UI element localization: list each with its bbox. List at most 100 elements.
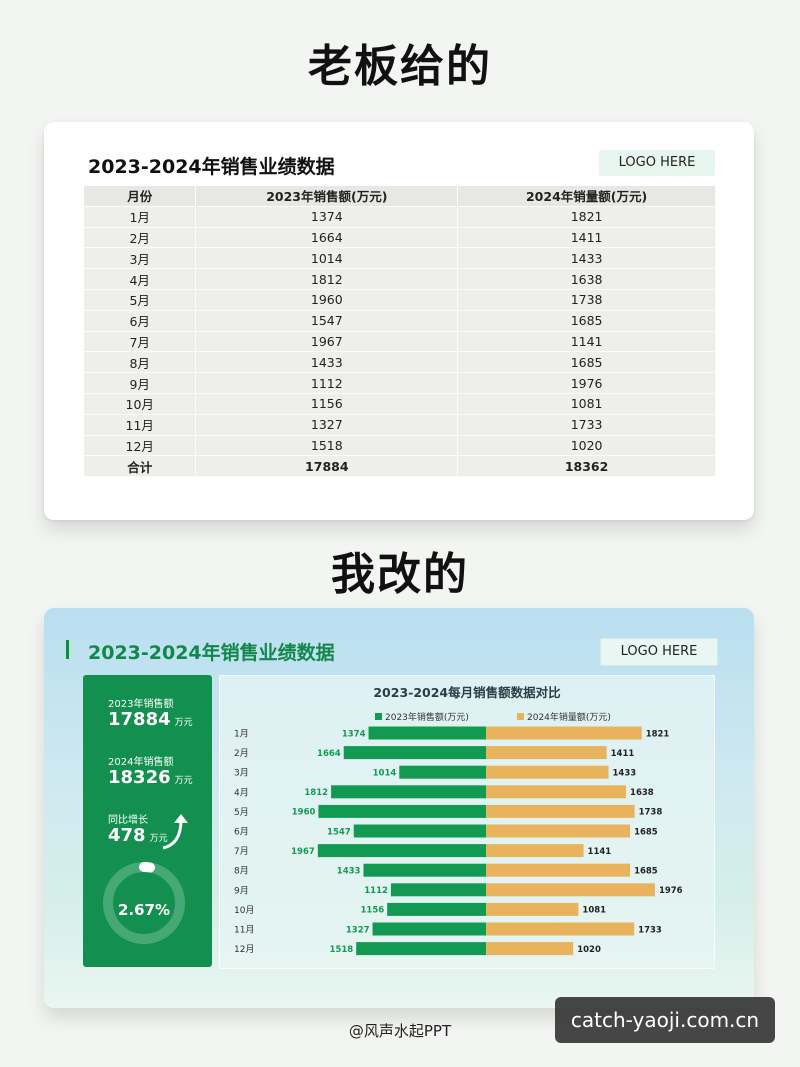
- legend-label-2023: 2023年销售额(万元): [385, 713, 469, 723]
- category-label: 6月: [234, 827, 249, 838]
- sales-2024-cell: 1411: [457, 227, 716, 249]
- bar-2023: [331, 785, 486, 799]
- table-header-row: 月份 2023年销售额(万元) 2024年销量额(万元): [84, 186, 716, 207]
- sales-2023-cell: 1812: [195, 268, 459, 290]
- data-label-2023: 1547: [327, 827, 351, 837]
- month-cell: 8月: [84, 351, 197, 374]
- data-label-2023: 1374: [342, 729, 366, 739]
- table-row: 2月 1664 1411: [84, 227, 716, 249]
- month-cell: 5月: [84, 289, 197, 311]
- data-label-2024: 1821: [646, 729, 670, 739]
- data-label-2024: 1020: [577, 945, 601, 955]
- bar-2023: [356, 942, 486, 956]
- sales-2024-total: 18326 万元: [108, 767, 193, 788]
- original-table-card: 2023-2024年销售业绩数据 LOGO HERE 月份 2023年销售额(万…: [44, 122, 754, 520]
- sales-2024-cell: 1685: [457, 310, 716, 332]
- data-label-2024: 1976: [659, 886, 683, 896]
- legend-swatch-2023: [375, 713, 382, 720]
- month-cell: 11月: [84, 414, 197, 436]
- data-label-2023: 1967: [291, 847, 315, 857]
- month-cell: 4月: [84, 268, 197, 290]
- data-label-2024: 1433: [613, 769, 637, 779]
- category-label: 5月: [234, 807, 249, 818]
- sales-2023-cell: 1327: [195, 414, 459, 436]
- dashboard-title: 2023-2024年销售业绩数据: [88, 642, 335, 664]
- month-cell: 9月: [84, 372, 197, 394]
- sales-2023-cell: 1014: [195, 247, 459, 270]
- data-label-2024: 1141: [588, 847, 612, 857]
- sales-2024-cell: 1081: [457, 393, 716, 415]
- sales-2024-unit: 万元: [174, 776, 193, 786]
- sales-2023-cell: 1664: [195, 227, 459, 249]
- growth-donut: [103, 862, 185, 944]
- table-row: 10月 1156 1081: [84, 393, 716, 415]
- sales-2023-cell: 1156: [195, 393, 459, 415]
- data-label-2023: 1812: [304, 788, 328, 798]
- site-watermark: catch-yaoji.com.cn: [555, 997, 775, 1043]
- logo-placeholder: LOGO HERE: [599, 150, 715, 176]
- bar-2023: [368, 726, 486, 740]
- data-label-2023: 1664: [317, 749, 341, 759]
- category-label: 9月: [234, 885, 249, 896]
- month-cell: 6月: [84, 310, 197, 332]
- data-label-2024: 1738: [639, 808, 663, 818]
- legend-label-2024: 2024年销量额(万元): [527, 713, 611, 723]
- bar-2023: [390, 883, 486, 897]
- bar-2023: [387, 902, 486, 916]
- category-label: 10月: [234, 905, 254, 916]
- sales-2024-label: 2024年销售额: [108, 757, 174, 768]
- bar-2024: [486, 922, 635, 936]
- table-row: 5月 1960 1738: [84, 289, 716, 311]
- legend-swatch-2024: [517, 713, 524, 720]
- donut-progress: [103, 862, 185, 944]
- data-label-2023: 1112: [364, 886, 388, 896]
- sales-2024-cell: 1821: [457, 206, 716, 228]
- sales-2023-cell: 1518: [195, 435, 459, 457]
- sales-data-table: 月份 2023年销售额(万元) 2024年销量额(万元) 1月 1374 1821 2…: [84, 186, 716, 478]
- data-label-2023: 1433: [337, 867, 361, 877]
- sales-2024-cell: 1976: [457, 372, 716, 394]
- bar-2023: [372, 922, 486, 936]
- category-label: 1月: [234, 729, 249, 740]
- month-cell: 1月: [84, 206, 197, 228]
- month-cell: 12月: [84, 435, 197, 457]
- total-2024-cell: 18362: [457, 455, 716, 478]
- bar-2024: [486, 785, 627, 799]
- data-label-2024: 1411: [611, 749, 635, 759]
- bar-2024: [486, 863, 631, 877]
- sales-2024-value: 18326: [108, 767, 171, 788]
- data-label-2024: 1685: [634, 827, 658, 837]
- category-label: 4月: [234, 787, 249, 798]
- data-label-2024: 1638: [630, 788, 654, 798]
- category-label: 7月: [234, 846, 249, 857]
- column-header-2023: 2023年销售额(万元): [195, 186, 459, 207]
- sales-2024-cell: 1638: [457, 268, 716, 290]
- month-cell: 3月: [84, 247, 197, 270]
- sales-2023-cell: 1433: [195, 351, 459, 374]
- bar-2023: [318, 804, 486, 818]
- table-row: 4月 1812 1638: [84, 268, 716, 290]
- sales-2023-total: 17884 万元: [108, 709, 193, 730]
- month-cell: 10月: [84, 393, 197, 415]
- data-label-2023: 1518: [330, 945, 354, 955]
- bar-2024: [486, 824, 631, 838]
- legend-2023: 2023年销售额(万元): [375, 710, 469, 723]
- growth-arrow-icon: [162, 814, 188, 850]
- category-label: 11月: [234, 925, 254, 936]
- comparison-chart-panel: 2023-2024每月销售额数据对比 2023年销售额(万元) 2024年销量额…: [219, 675, 715, 969]
- total-label-cell: 合计: [84, 455, 197, 478]
- bar-2024: [486, 942, 574, 956]
- sales-2023-label: 2023年销售额: [108, 699, 174, 710]
- growth-unit: 万元: [149, 834, 168, 844]
- growth-percentage: 2.67%: [117, 901, 171, 919]
- data-label-2023: 1960: [292, 808, 316, 818]
- growth-label: 同比增长: [108, 815, 148, 826]
- sales-2023-cell: 1967: [195, 331, 459, 353]
- data-label-2023: 1327: [346, 925, 370, 935]
- bar-2023: [353, 824, 486, 838]
- month-cell: 7月: [84, 331, 197, 353]
- data-label-2024: 1081: [582, 906, 606, 916]
- sales-2023-cell: 1112: [195, 372, 459, 394]
- table-row: 1月 1374 1821: [84, 206, 716, 228]
- sales-2024-cell: 1433: [457, 247, 716, 270]
